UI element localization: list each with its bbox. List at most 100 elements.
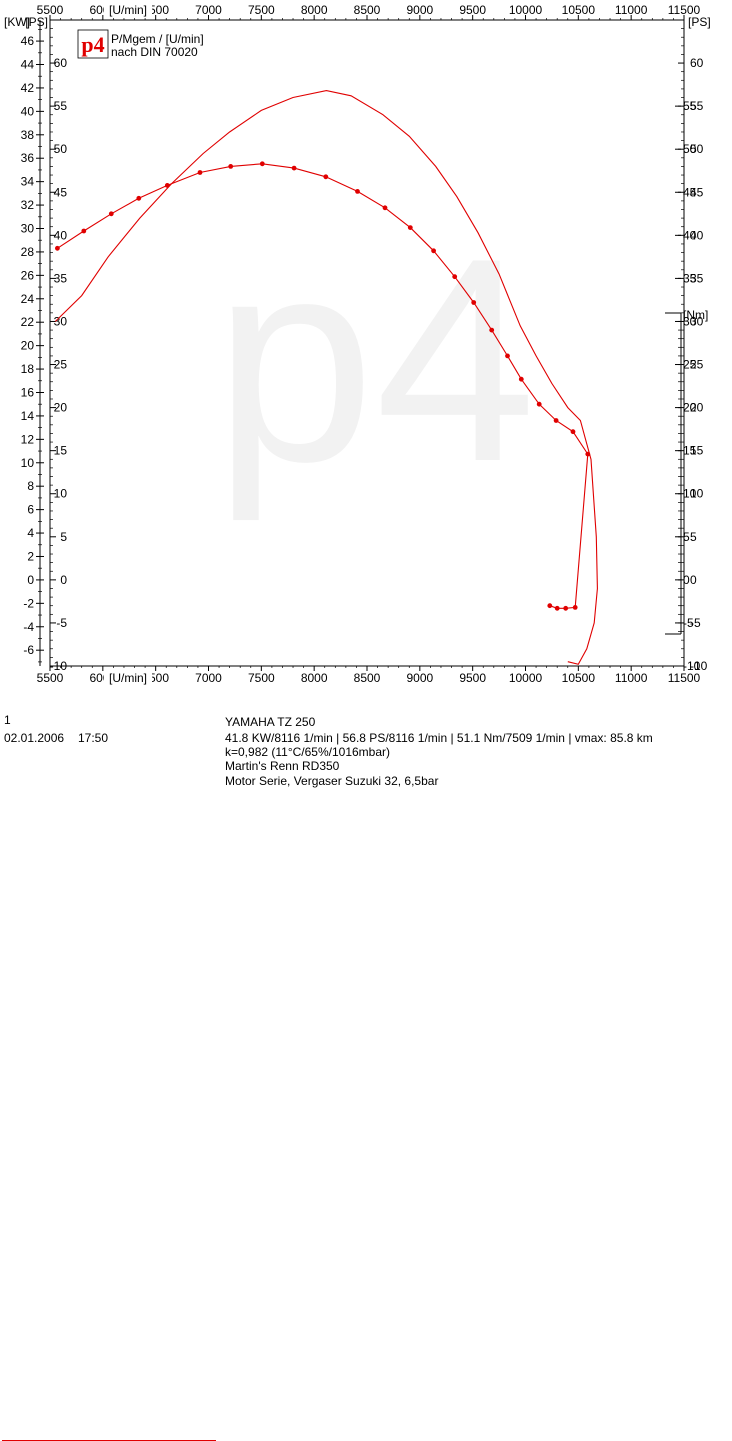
nm-tick-label: 20: [683, 401, 697, 415]
ps-tick-label: 10: [54, 487, 68, 501]
drehmoment-marker: [452, 274, 458, 280]
owner-line: Martin's Renn RD350: [225, 759, 340, 773]
x-tick-label-top: 8000: [301, 3, 328, 17]
drehmoment-marker: [570, 429, 576, 435]
ps-right-tick-label: 5: [690, 530, 697, 544]
ps-right-tick-label: 50: [690, 142, 704, 156]
ps-right-axis-label: [PS]: [688, 15, 711, 29]
ps-tick-label: 60: [54, 56, 68, 70]
p4-logo: p4: [77, 29, 109, 59]
x-tick-label-bottom: 8000: [301, 671, 328, 685]
x-tick-label-bottom: 10000: [509, 671, 543, 685]
x-tick-label-bottom: 7000: [195, 671, 222, 685]
x-tick-label-bottom: 10500: [562, 671, 596, 685]
drehmoment-marker: [228, 164, 234, 169]
kw-tick-label: 14: [21, 409, 35, 423]
x-tick-label-bottom: 11000: [615, 671, 648, 685]
drehmoment-marker: [164, 183, 170, 188]
kw-tick-label: 22: [21, 315, 35, 329]
x-tick-label-top: 7500: [248, 3, 275, 17]
drehmoment-marker: [81, 228, 87, 234]
nm-tick-label: 25: [683, 358, 697, 372]
ps-right-tick-label: 20: [690, 401, 704, 415]
drehmoment-marker: [323, 174, 329, 180]
ps-tick-label: 35: [54, 271, 68, 285]
ps-right-tick-label: 35: [690, 271, 704, 285]
drehmoment-marker: [108, 211, 114, 217]
ps-right-tick-label: 40: [690, 228, 704, 242]
drehmoment-marker: [407, 225, 413, 231]
chart-title: P/Mgem / [U/min]: [111, 32, 204, 46]
ps-tick-label: 30: [54, 314, 68, 328]
kw-tick-label: -4: [23, 620, 34, 634]
kw-tick-label: -6: [23, 643, 34, 657]
nm-tick-label: 30: [683, 314, 697, 328]
drehmoment-marker: [382, 205, 388, 211]
nm-tick-label: 35: [683, 271, 697, 285]
x-tick-label-top: 8500: [354, 3, 381, 17]
ps-tick-label: 0: [60, 573, 67, 587]
nm-tick-label: 0: [683, 573, 690, 587]
ps-tick-label: 5: [60, 530, 67, 544]
drehmoment-marker: [259, 161, 265, 167]
nm-tick-label: 5: [683, 530, 690, 544]
footer: 1 02.01.2006 17:50 YAMAHA TZ 250 41.8 KW…: [0, 712, 732, 1441]
kw-axis-label: [KW]: [4, 15, 30, 29]
x-tick-label-bottom: 9000: [406, 671, 433, 685]
x-tick-label-top: 11000: [615, 3, 648, 17]
kw-tick-label: 46: [21, 34, 35, 48]
leistung-curve: [54, 90, 598, 665]
ps-right-tick-label: -5: [690, 616, 701, 630]
run-number: 1: [4, 713, 11, 727]
kw-tick-label: 32: [21, 198, 35, 212]
kw-tick-label: 40: [21, 104, 35, 118]
x-tick-label-bottom: 8500: [354, 671, 381, 685]
x-unit-label-bg-bottom: [104, 672, 152, 684]
ps-tick-label: 50: [54, 142, 68, 156]
run-time: 17:50: [78, 731, 109, 745]
kw-tick-label: 16: [21, 385, 35, 399]
x-unit-label-top: [U/min]: [109, 3, 147, 17]
x-tick-label-bottom: 7500: [248, 671, 275, 685]
nm-tick-label: -5: [683, 616, 694, 630]
ps-right-tick-label: 55: [690, 99, 704, 113]
drehmoment-marker: [563, 605, 569, 611]
drehmoment-marker: [572, 605, 578, 610]
x-unit-label-bg-top: [104, 4, 152, 16]
drehmoment-marker: [505, 353, 510, 359]
x-tick-label-top: 9500: [459, 3, 486, 17]
kw-tick-label: 12: [21, 432, 35, 446]
ps-right-tick-label: -10: [690, 659, 708, 673]
x-tick-label-bottom: 5500: [37, 671, 64, 685]
kw-tick-label: 38: [21, 128, 35, 142]
kw-tick-label: -2: [23, 596, 34, 610]
x-tick-label-bottom: 11500: [668, 671, 701, 685]
drehmoment-marker: [554, 605, 560, 611]
nm-tick-label: 15: [683, 444, 697, 458]
ps-right-tick-label: 30: [690, 314, 704, 328]
nm-tick-label: 40: [683, 228, 697, 242]
drehmoment-marker: [547, 603, 553, 609]
power-torque-chart: p4 5500550060006000650065007000700075007…: [4, 3, 711, 685]
x-tick-label-top: 10500: [562, 3, 596, 17]
nm-tick-label: 50: [683, 142, 697, 156]
p4-watermark: p4: [214, 198, 537, 523]
drehmoment-marker: [431, 248, 436, 254]
drehmoment-marker: [136, 195, 142, 201]
nm-tick-label: -10: [683, 659, 701, 673]
drehmoment-marker: [471, 300, 477, 305]
kw-tick-label: 30: [21, 222, 35, 236]
ps-axis-label: [PS]: [25, 15, 48, 29]
p4-logo-text: p4: [81, 32, 104, 57]
chart-subtitle: nach DIN 70020: [111, 45, 198, 59]
ps-right-tick-label: 45: [690, 185, 704, 199]
ps-right-tick-label: 0: [690, 573, 697, 587]
kw-tick-label: 36: [21, 151, 35, 165]
run-date: 02.01.2006: [4, 731, 65, 745]
x-tick-label-top: 5500: [37, 3, 64, 17]
kw-tick-label: 8: [27, 479, 34, 493]
drehmoment-marker: [197, 170, 203, 175]
ps-tick-label: 45: [54, 185, 68, 199]
kw-tick-label: 28: [21, 245, 35, 259]
drehmoment-marker: [536, 401, 542, 407]
